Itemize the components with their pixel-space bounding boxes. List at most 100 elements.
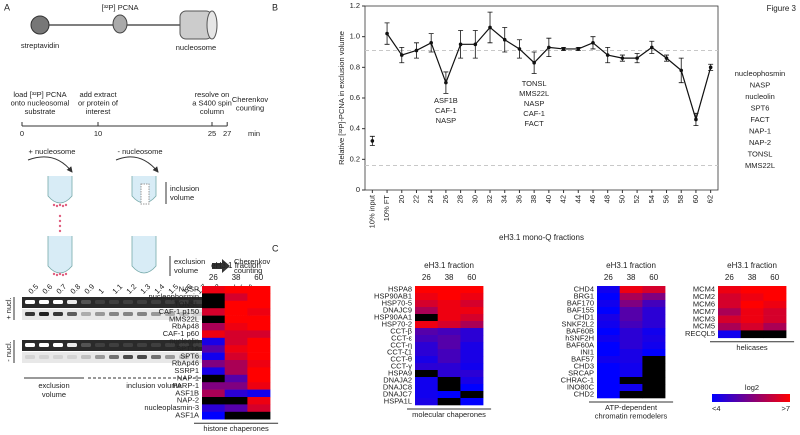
- gel-band: [151, 343, 161, 347]
- heatmap-cell: [619, 307, 643, 315]
- heatmap-cell: [202, 397, 225, 405]
- gel-band: [137, 300, 147, 304]
- heatmap-cell: [642, 342, 666, 350]
- colorbar-max: >7: [781, 404, 790, 413]
- x-tick-label: 34: [500, 195, 509, 203]
- data-point: [488, 25, 492, 30]
- row-label: HSPA9: [388, 368, 412, 377]
- gel-band: [193, 355, 203, 359]
- heatmap-cell: [460, 321, 484, 329]
- heatmap-cell: [247, 315, 271, 324]
- x-tick-label: 24: [426, 195, 435, 203]
- heatmap-cell: [247, 293, 271, 302]
- row-label: ASF1B: [175, 388, 199, 397]
- timeline-unit: min: [248, 129, 260, 138]
- gel-band: [123, 312, 133, 316]
- heatmap-cell: [619, 391, 643, 399]
- colorbar: [712, 394, 790, 402]
- x-tick-label: 40: [544, 195, 553, 203]
- schematic-label: [³²P] PCNA: [101, 3, 138, 12]
- heatmap-cell: [224, 286, 248, 294]
- gel-band: [165, 355, 175, 359]
- row-label: HSP70-2: [382, 319, 412, 328]
- heatmap-cell: [247, 397, 271, 405]
- heatmap-cell: [619, 384, 643, 392]
- x-tick-label: 22: [411, 195, 420, 203]
- heatmap-cell: [224, 300, 248, 309]
- heatmap-cell: [247, 382, 271, 390]
- gel-band: [67, 312, 77, 316]
- column-label: 26: [725, 273, 734, 282]
- heatmap-cell: [642, 356, 666, 364]
- heatmap-cell: [202, 411, 225, 420]
- heatmap-cell: [202, 308, 225, 316]
- heatmap-cell: [740, 286, 764, 294]
- row-label: HSP90AB1: [374, 291, 412, 300]
- gel-band: [67, 300, 77, 304]
- gel-autorad: [22, 309, 220, 320]
- heatmap-cell: [202, 293, 225, 302]
- heatmap-cell: [437, 370, 461, 378]
- data-point: [458, 42, 463, 47]
- heatmap-cell: [202, 315, 225, 324]
- timeline-step: add extract: [79, 90, 117, 99]
- heatmap-cell: [224, 404, 248, 413]
- heatmap-cell: [224, 323, 248, 331]
- arrow: [115, 156, 159, 173]
- x-tick-label: 44: [573, 195, 582, 203]
- row-label: MMS22L: [169, 314, 199, 323]
- data-point: [517, 47, 522, 51]
- nucleosome-face: [206, 10, 218, 40]
- gel-band: [53, 300, 63, 304]
- heatmap-cell: [224, 352, 248, 361]
- heatmap-cell: [224, 360, 248, 368]
- x-tick-label: 58: [676, 195, 685, 203]
- annotation: SPT6: [751, 103, 770, 112]
- row-label: CHRAC-1: [561, 375, 594, 384]
- row-label: HSP90AA1: [374, 312, 412, 321]
- data-point: [547, 45, 551, 50]
- heatmap-cell: [415, 398, 438, 406]
- heatmap-cell: [763, 330, 787, 339]
- sample-dot: [52, 203, 56, 207]
- data-point: [576, 47, 581, 51]
- row-label: nucleophosmin: [149, 292, 199, 301]
- row-label: CHD4: [574, 284, 594, 293]
- row-label: CAF-1 p150: [159, 307, 199, 316]
- row-label: HSPA8: [388, 284, 412, 293]
- x-tick-label: 28: [456, 195, 465, 203]
- heatmap-cell: [718, 330, 741, 339]
- heatmap-cell: [460, 300, 484, 308]
- column-label: 60: [254, 273, 263, 282]
- annotation: FACT: [525, 119, 545, 128]
- row-label: NAP-2: [177, 396, 199, 405]
- gel-band: [53, 343, 63, 347]
- group-label: helicases: [736, 343, 768, 352]
- gel-etbr: [22, 340, 220, 351]
- heatmap-cell: [619, 328, 643, 336]
- heatmap-cell: [247, 337, 271, 346]
- timeline-step: counting: [236, 103, 264, 112]
- arrow-shape: [212, 259, 230, 273]
- tube: [47, 236, 73, 274]
- row-label: CCT-ζ1: [387, 347, 412, 356]
- heatmap-cell: [597, 363, 620, 371]
- heatmap-title: eH3.1 fraction: [211, 261, 261, 270]
- row-label: BAF155: [567, 305, 594, 314]
- gel-band: [165, 300, 175, 304]
- sample-dot: [52, 272, 56, 276]
- streptavidin-bead: [30, 15, 50, 35]
- column-label: 26: [422, 273, 431, 282]
- heatmap-cell: [247, 404, 271, 413]
- heatmap-cell: [415, 328, 438, 336]
- tube-label: exclusion: [174, 257, 205, 266]
- heatmap-cell: [437, 321, 461, 329]
- row-label: CCT-γ: [391, 361, 412, 370]
- annotation: TONSL: [748, 149, 773, 158]
- sample-dot: [64, 272, 68, 276]
- heatmap-cell: [763, 323, 787, 331]
- sample-dot: [64, 203, 68, 207]
- row-label: nucleolin: [169, 336, 199, 345]
- timeline-tick-label: 0: [20, 129, 24, 138]
- row-label: NAP-1: [177, 373, 199, 382]
